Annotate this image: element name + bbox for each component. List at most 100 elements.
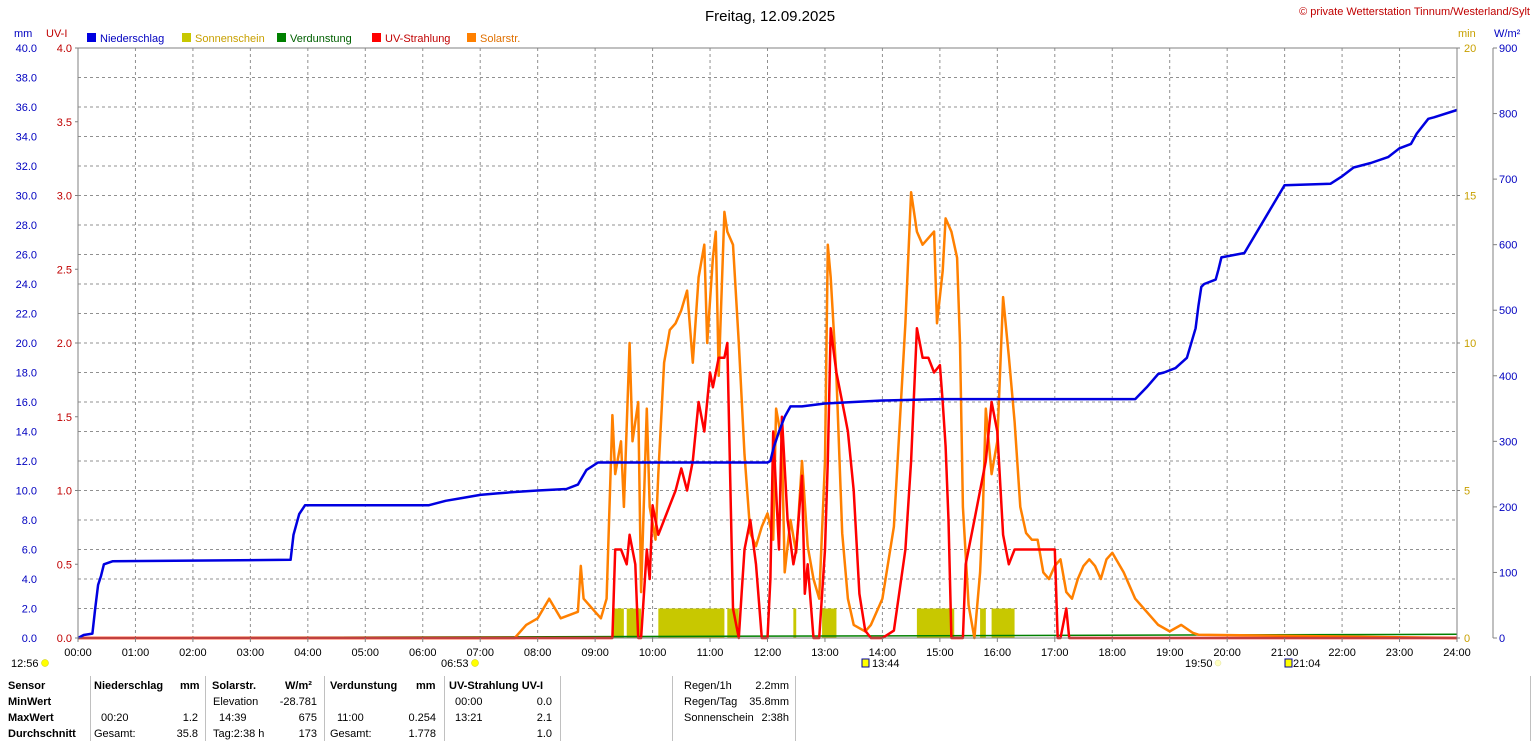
x-tick-label: 23:00: [1386, 647, 1414, 659]
uv-tick-label: 0.5: [57, 559, 72, 571]
header-verdunstung-unit: mm: [416, 680, 436, 692]
wm2-tick-label: 200: [1499, 502, 1517, 514]
sunshine-bar: [991, 608, 1015, 638]
mm-tick-label: 0.0: [22, 633, 37, 645]
uv-min-time: 00:00: [455, 696, 483, 708]
x-tick-label: 08:00: [524, 647, 552, 659]
row-label-min: MinWert: [8, 696, 52, 708]
legend-label-uv: UV-Strahlung: [385, 33, 450, 45]
mm-tick-label: 4.0: [22, 574, 37, 586]
sunrise-time: 06:53: [441, 658, 469, 670]
header-niederschlag-unit: mm: [180, 680, 200, 692]
divider-7: [795, 676, 796, 741]
uv-tick-label: 2.0: [57, 338, 72, 350]
sonnenschein-label: Sonnenschein: [684, 712, 754, 724]
right-min-axis: 0 5 10 15 20: [1457, 43, 1476, 645]
verdunstung-total-label: Gesamt:: [330, 728, 372, 740]
moon-rise-time: 21:04: [1293, 658, 1321, 670]
wm2-tick-label: 800: [1499, 109, 1517, 121]
legend-swatch-verdunstung: [277, 33, 286, 42]
wm2-tick-label: 0: [1499, 633, 1505, 645]
moon-rise-icon: [1284, 658, 1293, 668]
sunshine-bar: [916, 608, 955, 638]
sonnenschein-value: 2:38h: [761, 712, 789, 724]
x-tick-label: 00:00: [64, 647, 92, 659]
verdunstung-max-value: 0.254: [408, 712, 436, 724]
sunset-icon: [1214, 659, 1222, 667]
x-tick-label: 11:00: [697, 647, 724, 659]
left-mm-axis: 0.0 2.0 4.0 6.0 8.0 10.0 12.0 14.0 16.0 18.0 20.0 2…: [16, 43, 37, 645]
divider-4: [444, 676, 445, 741]
x-tick-label: 18:00: [1098, 647, 1126, 659]
mm-tick-label: 20.0: [16, 338, 37, 350]
niederschlag-total-label: Gesamt:: [94, 728, 136, 740]
weather-chart: Freitag, 12.09.2025 © private Wetterstat…: [11, 6, 1530, 670]
uv-max-time: 13:21: [455, 712, 483, 724]
wm2-tick-label: 900: [1499, 43, 1517, 55]
min-tick-label: 15: [1464, 191, 1476, 203]
astro-markers: 12:56 06:53 13:44 19:50 21:04: [11, 658, 1321, 670]
elevation-label: Elevation: [213, 696, 259, 708]
divider-5: [560, 676, 561, 741]
mm-tick-label: 24.0: [16, 279, 37, 291]
uv-tick-label: 1.0: [57, 486, 72, 498]
transit-time: 13:44: [872, 658, 900, 670]
elevation-value: -28.781: [279, 696, 317, 708]
right-min-unit: min: [1458, 28, 1476, 40]
mm-tick-label: 32.0: [16, 161, 37, 173]
mm-tick-label: 22.0: [16, 309, 37, 321]
x-tick-label: 21:00: [1271, 647, 1299, 659]
uv-max-value: 2.1: [536, 712, 552, 724]
x-tick-label: 12:00: [754, 647, 782, 659]
row-label-max: MaxWert: [8, 712, 54, 724]
divider-1: [90, 676, 91, 741]
uv-tick-label: 0.0: [57, 633, 72, 645]
header-solar-unit: W/m²: [285, 680, 312, 692]
solar-max-time: 14:39: [219, 712, 247, 724]
mm-tick-label: 36.0: [16, 102, 37, 114]
sunset-time: 19:50: [1185, 658, 1213, 670]
legend-label-sonnenschein: Sonnenschein: [195, 33, 265, 45]
left-mm-unit: mm: [14, 28, 32, 40]
left-uv-axis: 0.0 0.5 1.0 1.5 2.0 2.5 3.0 3.5 4.0: [57, 43, 78, 645]
x-tick-label: 13:00: [811, 647, 839, 659]
x-tick-label: 14:00: [869, 647, 897, 659]
right-wm2-axis: 0 100 200 300 400 500 600 700 800 900: [1492, 43, 1517, 645]
solar-line: [78, 190, 1458, 640]
legend-swatch-sonnenschein: [182, 33, 191, 42]
mm-tick-label: 26.0: [16, 250, 37, 262]
regen-h-value: 2.2mm: [755, 680, 789, 692]
x-tick-label: 06:00: [409, 647, 437, 659]
regen-tag-label: Regen/Tag: [684, 696, 738, 708]
header-uv: UV-Strahlung UV-I: [449, 680, 544, 692]
wm2-tick-label: 100: [1499, 567, 1517, 579]
regen-h-label: Regen/1h: [684, 680, 732, 692]
row-label-avg: Durchschnitt: [8, 728, 76, 740]
wm2-tick-label: 700: [1499, 174, 1517, 186]
moon-set-icon: [41, 659, 49, 667]
x-tick-label: 02:00: [179, 647, 207, 659]
legend-swatch-uv: [372, 33, 381, 42]
min-tick-label: 20: [1464, 43, 1476, 55]
verdunstung-max-time: 11:00: [337, 712, 364, 724]
sunrise-icon: [471, 659, 479, 667]
divider-2: [205, 676, 206, 741]
x-tick-label: 07:00: [466, 647, 494, 659]
uv-tick-label: 3.5: [57, 117, 72, 129]
x-tick-label: 01:00: [122, 647, 150, 659]
mm-tick-label: 2.0: [22, 604, 37, 616]
sunshine-bar: [980, 608, 986, 638]
mm-tick-label: 12.0: [16, 456, 37, 468]
moon-set-time: 12:56: [11, 658, 39, 670]
x-tick-label: 17:00: [1041, 647, 1069, 659]
x-tick-label: 10:00: [639, 647, 667, 659]
solar-tag-label: Tag:2:38 h: [213, 728, 265, 740]
mm-tick-label: 6.0: [22, 545, 37, 557]
mm-tick-label: 40.0: [16, 43, 37, 55]
verdunstung-total-value: 1.778: [408, 728, 436, 740]
uv-line: [78, 327, 1457, 640]
regen-tag-value: 35.8mm: [749, 696, 789, 708]
min-tick-label: 5: [1464, 486, 1470, 498]
niederschlag-max-value: 1.2: [182, 712, 198, 724]
x-tick-label: 19:00: [1156, 647, 1184, 659]
